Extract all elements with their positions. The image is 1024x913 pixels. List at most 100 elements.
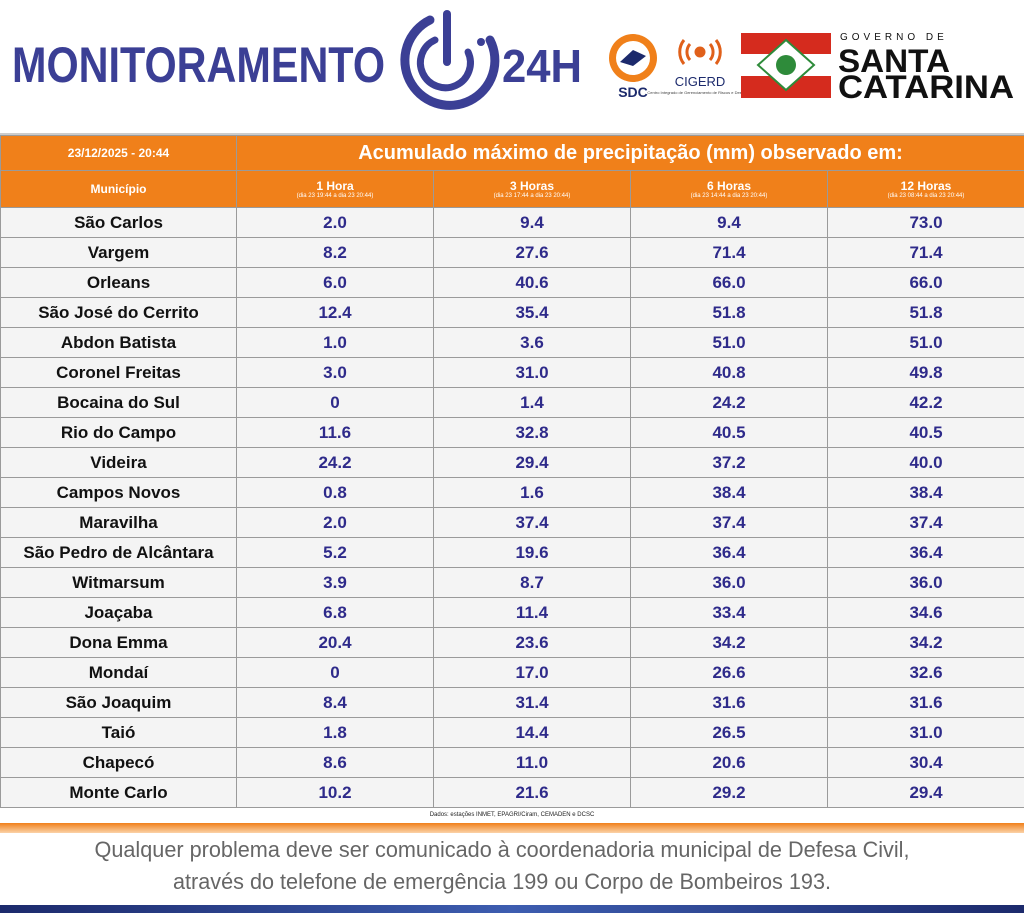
precipitation-value: 20.4 <box>236 627 434 658</box>
column-period: (dia 23 19:44 a dia 23 20:44) <box>296 193 374 199</box>
precipitation-value: 0.8 <box>236 477 434 508</box>
precipitation-value: 8.2 <box>236 237 434 268</box>
footer-line: através do telefone de emergência 199 ou… <box>173 869 831 894</box>
data-row: Monte Carlo 10.2 21.6 29.2 29.4 <box>0 777 1024 808</box>
sdc-logo <box>609 34 657 82</box>
precipitation-value: 40.5 <box>630 417 828 448</box>
precipitation-value: 0 <box>236 657 434 688</box>
precipitation-value: 1.6 <box>433 477 631 508</box>
data-row: Taió 1.8 14.4 26.5 31.0 <box>0 717 1024 748</box>
precipitation-value: 31.0 <box>826 717 1024 748</box>
data-row: Chapecó 8.6 11.0 20.6 30.4 <box>0 747 1024 778</box>
column-label: 12 Horas <box>900 179 952 193</box>
precipitation-value: 37.4 <box>630 507 828 538</box>
data-row: Rio do Campo 11.6 32.8 40.5 40.5 <box>0 417 1024 448</box>
municipality: São Carlos <box>0 207 237 238</box>
precipitation-value: 2.0 <box>236 507 434 538</box>
data-row: São Carlos 2.0 9.4 9.4 73.0 <box>0 207 1024 238</box>
data-row: Bocaina do Sul 0 1.4 24.2 42.2 <box>0 387 1024 418</box>
precipitation-value: 11.0 <box>433 747 631 778</box>
precipitation-value: 31.6 <box>826 687 1024 718</box>
municipality: Mondaí <box>0 657 237 688</box>
precipitation-value: 40.0 <box>826 447 1024 478</box>
municipality: Orleans <box>0 267 237 298</box>
precipitation-value: 34.2 <box>630 627 828 658</box>
data-row: Abdon Batista 1.0 3.6 51.0 51.0 <box>0 327 1024 358</box>
precipitation-value: 66.0 <box>630 267 828 298</box>
data-source: Dados: estações INMET, EPAGRI/Ciram, CEM… <box>429 812 595 818</box>
cigerd-logo <box>678 39 722 65</box>
precipitation-value: 0 <box>236 387 434 418</box>
precipitation-value: 42.2 <box>826 387 1024 418</box>
bottom-band <box>0 905 1024 913</box>
precipitation-value: 27.6 <box>433 237 631 268</box>
precipitation-value: 23.6 <box>433 627 631 658</box>
data-row: Videira 24.2 29.4 37.2 40.0 <box>0 447 1024 478</box>
precipitation-value: 1.0 <box>236 327 434 358</box>
data-row: Campos Novos 0.8 1.6 38.4 38.4 <box>0 477 1024 508</box>
precipitation-value: 8.6 <box>236 747 434 778</box>
precipitation-value: 32.8 <box>433 417 631 448</box>
cigerd-subtitle: Centro Integrado de Gerenciamento de Ris… <box>647 90 752 95</box>
precipitation-value: 29.4 <box>433 447 631 478</box>
state-line2: CATARINA <box>838 69 1014 105</box>
precipitation-value: 29.2 <box>630 777 828 808</box>
precipitation-value: 29.4 <box>826 777 1024 808</box>
precipitation-value: 34.2 <box>826 627 1024 658</box>
municipality: Abdon Batista <box>0 327 237 358</box>
title-row: 23/12/2025 - 20:44 Acumulado máximo de pr… <box>0 135 1024 171</box>
municipality: Taió <box>0 717 237 748</box>
precipitation-value: 24.2 <box>236 447 434 478</box>
precipitation-value: 71.4 <box>826 237 1024 268</box>
column-header: 1 Hora (dia 23 19:44 a dia 23 20:44) <box>236 170 434 208</box>
column-period: (dia 23 08:44 a dia 23 20:44) <box>887 193 965 199</box>
precipitation-value: 3.9 <box>236 567 434 598</box>
precipitation-value: 26.6 <box>630 657 828 688</box>
precipitation-value: 9.4 <box>630 207 828 238</box>
precipitation-value: 66.0 <box>826 267 1024 298</box>
precipitation-value: 37.4 <box>826 507 1024 538</box>
sdc-label: SDC <box>618 84 648 100</box>
data-row: São Joaquim 8.4 31.4 31.6 31.6 <box>0 687 1024 718</box>
precipitation-value: 11.4 <box>433 597 631 628</box>
column-label: 1 Hora <box>316 179 354 193</box>
precipitation-value: 35.4 <box>433 297 631 328</box>
brand: MONITORAMENTO <box>12 37 385 93</box>
precipitation-value: 1.4 <box>433 387 631 418</box>
data-row: Vargem 8.2 27.6 71.4 71.4 <box>0 237 1024 268</box>
precipitation-table: 23/12/2025 - 20:44 Acumulado máximo de pr… <box>0 135 1024 808</box>
municipality: Coronel Freitas <box>0 357 237 388</box>
municipality: Joaçaba <box>0 597 237 628</box>
precipitation-value: 19.6 <box>433 537 631 568</box>
precipitation-value: 31.0 <box>433 357 631 388</box>
precipitation-value: 32.6 <box>826 657 1024 688</box>
precipitation-value: 38.4 <box>826 477 1024 508</box>
precipitation-value: 24.2 <box>630 387 828 418</box>
municipality: Chapecó <box>0 747 237 778</box>
municipality: Campos Novos <box>0 477 237 508</box>
government-label: GOVERNO DE <box>840 32 948 43</box>
precipitation-value: 20.6 <box>630 747 828 778</box>
data-row: São Pedro de Alcântara 5.2 19.6 36.4 36.4 <box>0 537 1024 568</box>
column-header: 12 Horas (dia 23 08:44 a dia 23 20:44) <box>826 170 1024 208</box>
precipitation-value: 31.6 <box>630 687 828 718</box>
municipality: Monte Carlo <box>0 777 237 808</box>
precipitation-value: 40.8 <box>630 357 828 388</box>
municipality: Dona Emma <box>0 627 237 658</box>
timestamp: 23/12/2025 - 20:44 <box>0 135 237 171</box>
data-row: São José do Cerrito 12.4 35.4 51.8 51.8 <box>0 297 1024 328</box>
precipitation-value: 21.6 <box>433 777 631 808</box>
orange-band <box>0 823 1024 833</box>
precipitation-value: 51.8 <box>630 297 828 328</box>
footer: Qualquer problema deve ser comunicado à … <box>95 837 910 894</box>
municipality: Bocaina do Sul <box>0 387 237 418</box>
precipitation-value: 34.6 <box>826 597 1024 628</box>
precipitation-value: 2.0 <box>236 207 434 238</box>
footer-line: Qualquer problema deve ser comunicado à … <box>95 837 910 862</box>
data-row: Maravilha 2.0 37.4 37.4 37.4 <box>0 507 1024 538</box>
precipitation-value: 40.5 <box>826 417 1024 448</box>
data-row: Witmarsum 3.9 8.7 36.0 36.0 <box>0 567 1024 598</box>
precipitation-value: 51.0 <box>630 327 828 358</box>
precipitation-value: 51.8 <box>826 297 1024 328</box>
